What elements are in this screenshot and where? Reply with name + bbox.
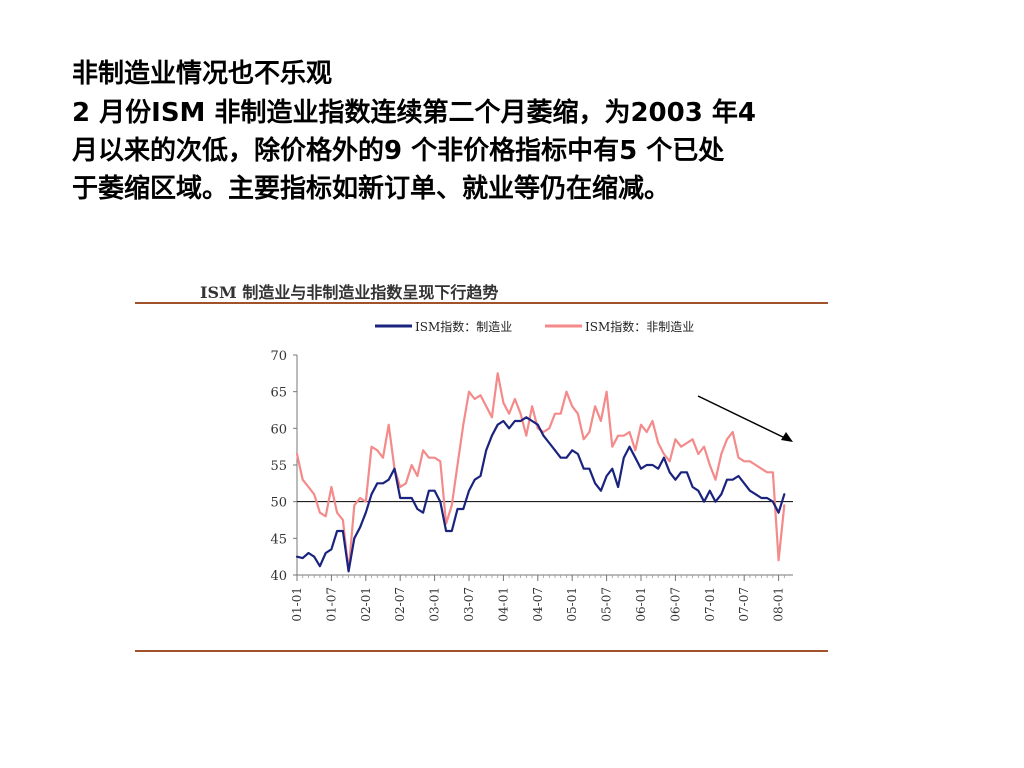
slide-body: 2 月份ISM 非制造业指数连续第二个月萎缩，为2003 年4 月以来的次低，除…	[72, 94, 952, 208]
y-tick-label: 55	[270, 459, 287, 474]
x-tick-label: 07-01	[703, 587, 717, 622]
body-line: 2 月份ISM 非制造业指数连续第二个月萎缩，为2003 年4	[72, 98, 756, 128]
x-tick-label: 06-01	[634, 587, 648, 622]
y-tick-label: 60	[270, 422, 287, 437]
y-tick-label: 40	[270, 569, 287, 584]
x-tick-label: 07-07	[737, 587, 751, 622]
trend-arrow-line	[697, 395, 788, 440]
x-tick-label: 04-07	[531, 587, 545, 622]
x-tick-label: 02-07	[393, 587, 407, 622]
y-tick-label: 45	[270, 532, 287, 547]
trend-arrow-head	[781, 432, 793, 442]
x-tick-label: 03-07	[462, 587, 476, 622]
legend-label-manufacturing: ISM指数：制造业	[415, 319, 512, 334]
chart-legend: ISM指数：制造业 ISM指数：非制造业	[375, 319, 694, 334]
x-tick-label: 02-01	[359, 587, 373, 622]
series-line-manufacturing	[295, 416, 786, 573]
x-tick-label: 05-07	[600, 587, 614, 622]
slide-heading: 非制造业情况也不乐观	[72, 59, 333, 89]
x-tick-label: 01-01	[290, 587, 304, 622]
y-tick-label: 70	[270, 349, 287, 364]
y-tick-label: 50	[270, 496, 287, 511]
x-tick-label: 06-07	[668, 587, 682, 622]
x-tick-label: 03-01	[428, 587, 442, 622]
x-tick-label: 01-07	[324, 587, 338, 622]
x-tick-label: 04-01	[496, 587, 510, 622]
body-line: 于萎缩区域。主要指标如新订单、就业等仍在缩减。	[72, 174, 671, 204]
x-tick-label: 08-01	[772, 587, 786, 622]
y-tick-label: 65	[270, 386, 287, 401]
legend-label-nonmanufacturing: ISM指数：非制造业	[585, 319, 694, 334]
chart-title: ISM 制造业与非制造业指数呈现下行趋势	[200, 283, 498, 302]
body-line: 月以来的次低，除价格外的9 个非价格指标中有5 个已处	[72, 136, 725, 166]
x-tick-label: 05-01	[565, 587, 579, 622]
